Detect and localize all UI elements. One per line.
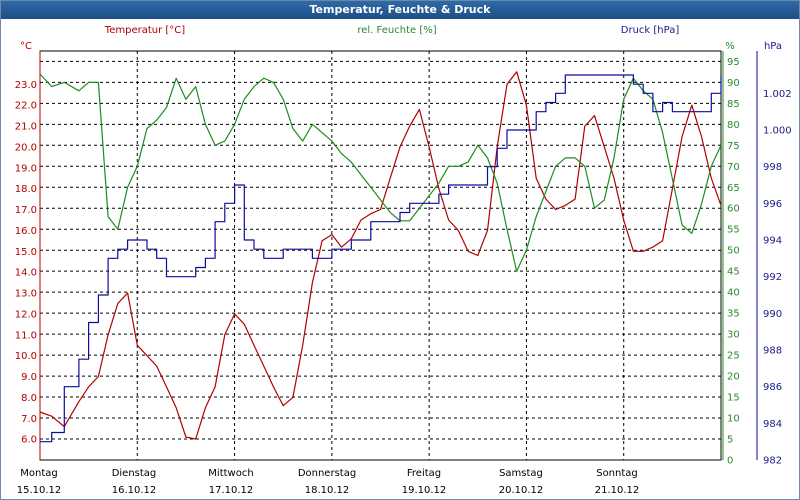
temp-tick-label: 10.0	[15, 351, 37, 362]
temp-tick-label: 8.0	[21, 393, 37, 404]
temp-tick-label: 18.0	[15, 184, 37, 195]
press-tick-label: 1.000	[763, 126, 792, 137]
press-tick-label: 998	[763, 162, 782, 173]
hum-axis-title: rel. Feuchte [%]	[357, 25, 436, 36]
hum-tick-label: 10	[727, 414, 740, 425]
hum-tick-label: 5	[727, 435, 733, 446]
press-series-line	[40, 74, 722, 443]
day-name-label: Mittwoch	[208, 468, 253, 479]
temp-tick-label: 7.0	[21, 414, 37, 425]
hum-tick-label: 70	[727, 162, 740, 173]
day-date-label: 17.10.12	[209, 485, 254, 496]
press-tick-label: 996	[763, 199, 782, 210]
hum-tick-label: 35	[727, 309, 740, 320]
hum-tick-label: 80	[727, 120, 740, 131]
temp-tick-label: 16.0	[15, 226, 37, 237]
temp-series-line	[39, 71, 722, 440]
press-tick-label: 1.002	[763, 89, 792, 100]
press-tick-label: 986	[763, 382, 782, 393]
grid	[39, 50, 758, 461]
temp-tick-label: 21.0	[15, 122, 37, 133]
press-axis-unit: hPa	[764, 41, 782, 52]
hum-tick-label: 85	[727, 99, 740, 110]
temp-tick-label: 12.0	[15, 309, 37, 320]
temp-tick-label: 20.0	[15, 142, 37, 153]
temp-tick-label: 19.0	[15, 163, 37, 174]
plot-frame	[39, 50, 722, 461]
hum-tick-label: 25	[727, 351, 740, 362]
press-tick-label: 982	[763, 456, 782, 467]
window-title: Temperatur, Feuchte & Druck	[1, 1, 799, 19]
hum-tick-label: 15	[727, 393, 740, 404]
hum-tick-label: 55	[727, 225, 740, 236]
press-tick-label: 984	[763, 419, 782, 430]
temp-tick-label: 15.0	[15, 247, 37, 258]
hum-tick-label: 20	[727, 372, 740, 383]
temp-tick-label: 13.0	[15, 289, 37, 300]
temp-tick-label: 23.0	[15, 80, 37, 91]
day-date-label: 18.10.12	[305, 485, 350, 496]
day-name-label: Samstag	[499, 468, 543, 479]
day-date-label: 16.10.12	[112, 485, 157, 496]
hum-series-line	[39, 73, 722, 272]
hum-tick-label: 95	[727, 57, 740, 68]
day-date-label: 21.10.12	[595, 485, 640, 496]
day-name-label: Freitag	[407, 468, 441, 479]
day-name-label: Dienstag	[112, 468, 157, 479]
series	[39, 71, 722, 443]
press-tick-label: 990	[763, 309, 782, 320]
hum-tick-label: 90	[727, 78, 740, 89]
hum-axis-unit: %	[725, 41, 735, 52]
hum-tick-label: 40	[727, 288, 740, 299]
day-date-label: 19.10.12	[402, 485, 447, 496]
temp-tick-label: 14.0	[15, 268, 37, 279]
hum-tick-label: 75	[727, 141, 740, 152]
day-name-label: Donnerstag	[298, 468, 356, 479]
day-name-label: Montag	[20, 468, 57, 479]
day-date-label: 20.10.12	[499, 485, 544, 496]
press-axis-title: Druck [hPa]	[621, 25, 680, 36]
axes: °C Temperatur [°C] rel. Feuchte [%] Druc…	[20, 25, 782, 52]
temp-tick-label: 6.0	[21, 435, 37, 446]
hum-tick-label: 60	[727, 204, 740, 215]
day-date-label: 15.10.12	[17, 485, 62, 496]
temp-tick-label: 9.0	[21, 372, 37, 383]
hum-tick-label: 30	[727, 330, 740, 341]
temp-tick-label: 11.0	[15, 330, 37, 341]
press-tick-label: 994	[763, 236, 782, 247]
press-tick-label: 988	[763, 346, 782, 357]
tick-labels: 6.0 7.0 8.0 9.0 10.0 11.0 12.0 13.0 14.0 15.0 16.0…	[15, 57, 792, 496]
temp-tick-label: 22.0	[15, 101, 37, 112]
hum-tick-label: 65	[727, 183, 740, 194]
temp-axis-title: Temperatur [°C]	[104, 25, 185, 36]
hum-tick-label: 45	[727, 267, 740, 278]
temp-tick-label: 17.0	[15, 205, 37, 216]
hum-tick-label: 0	[727, 456, 733, 467]
temp-axis-unit: °C	[20, 41, 32, 52]
day-name-label: Sonntag	[596, 468, 638, 479]
hum-tick-label: 50	[727, 246, 740, 257]
press-tick-label: 992	[763, 272, 782, 283]
